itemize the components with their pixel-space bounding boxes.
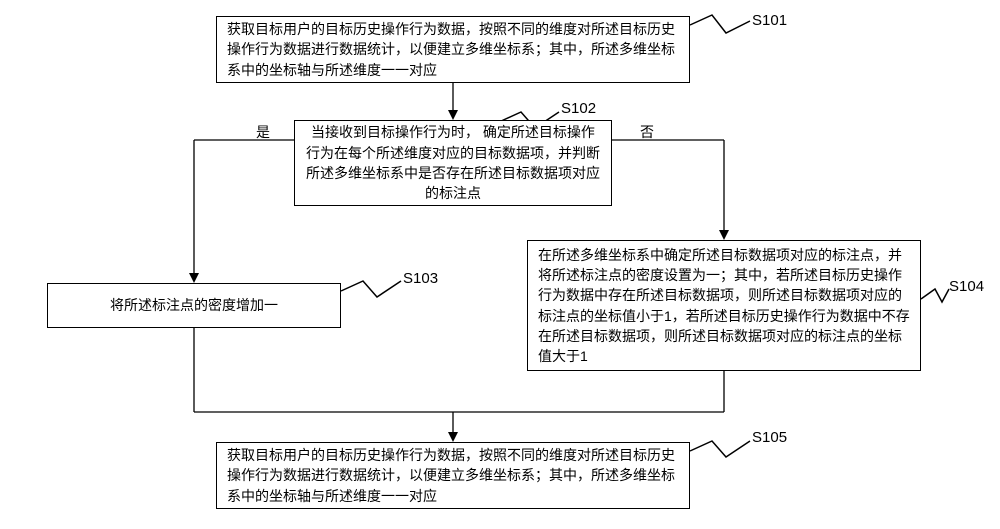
step-s103-text: 将所述标注点的密度增加一 [58, 295, 330, 315]
step-s103: 将所述标注点的密度增加一 [47, 283, 341, 328]
step-s102: 当接收到目标操作行为时， 确定所述目标操作行为在每个所述维度对应的目标数据项，并… [294, 120, 612, 206]
step-label-s101: S101 [752, 12, 787, 29]
branch-yes-label: 是 [256, 122, 270, 142]
step-label-s102: S102 [561, 100, 596, 117]
step-s104: 在所述多维坐标系中确定所述目标数据项对应的标注点，并将所述标注点的密度设置为一；… [527, 240, 921, 371]
step-label-s104: S104 [949, 278, 984, 295]
step-s101-text: 获取目标用户的目标历史操作行为数据，按照不同的维度对所述目标历史操作行为数据进行… [227, 19, 679, 80]
step-label-s103: S103 [403, 270, 438, 287]
step-s104-text: 在所述多维坐标系中确定所述目标数据项对应的标注点，并将所述标注点的密度设置为一；… [538, 245, 910, 367]
step-s101: 获取目标用户的目标历史操作行为数据，按照不同的维度对所述目标历史操作行为数据进行… [216, 16, 690, 83]
step-label-s105: S105 [752, 429, 787, 446]
branch-no-label: 否 [640, 122, 654, 142]
step-s102-text: 当接收到目标操作行为时， 确定所述目标操作行为在每个所述维度对应的目标数据项，并… [305, 122, 601, 203]
step-s105: 获取目标用户的目标历史操作行为数据，按照不同的维度对所述目标历史操作行为数据进行… [216, 442, 690, 509]
step-s105-text: 获取目标用户的目标历史操作行为数据，按照不同的维度对所述目标历史操作行为数据进行… [227, 445, 679, 506]
